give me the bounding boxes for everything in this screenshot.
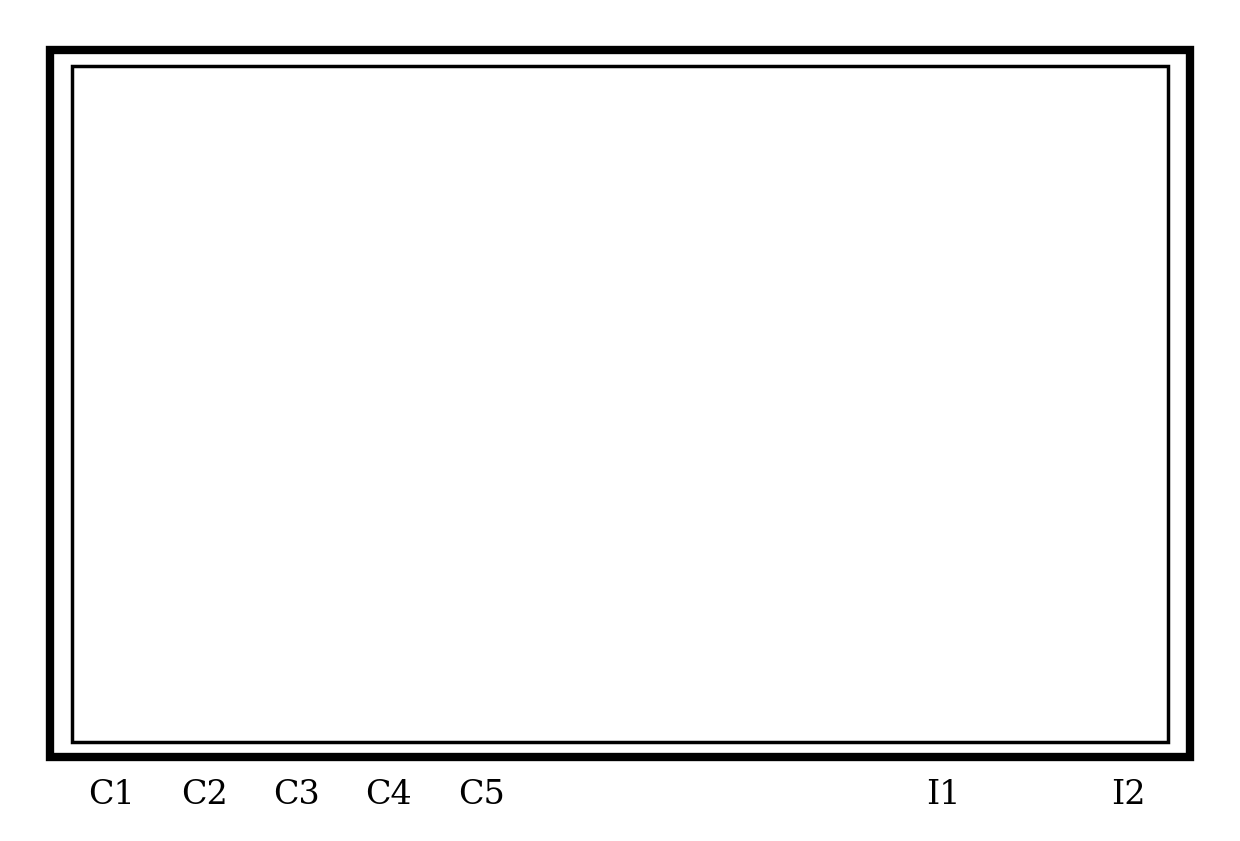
Bar [72,66,1168,742]
Text: C1: C1 [88,779,135,811]
Text: C5: C5 [458,779,505,811]
Text: C3: C3 [273,779,320,811]
Text: I1: I1 [926,779,961,811]
Text: I2: I2 [1111,779,1146,811]
Text: C2: C2 [181,779,227,811]
Bar [50,50,1190,757]
Text: C4: C4 [366,779,412,811]
